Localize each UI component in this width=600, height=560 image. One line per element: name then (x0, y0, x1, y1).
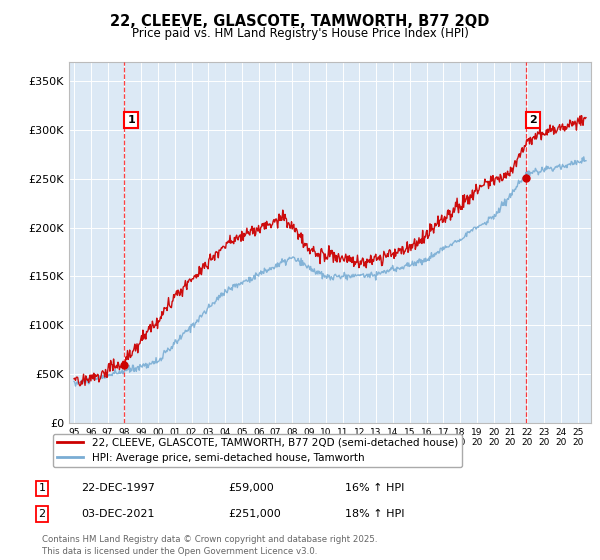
Text: 22-DEC-1997: 22-DEC-1997 (81, 483, 155, 493)
Text: £59,000: £59,000 (228, 483, 274, 493)
Text: 2: 2 (529, 115, 537, 125)
Text: 2: 2 (38, 509, 46, 519)
Text: 1: 1 (38, 483, 46, 493)
Text: Price paid vs. HM Land Registry's House Price Index (HPI): Price paid vs. HM Land Registry's House … (131, 27, 469, 40)
Text: 22, CLEEVE, GLASCOTE, TAMWORTH, B77 2QD: 22, CLEEVE, GLASCOTE, TAMWORTH, B77 2QD (110, 14, 490, 29)
Text: 1: 1 (127, 115, 135, 125)
Text: 03-DEC-2021: 03-DEC-2021 (81, 509, 155, 519)
Text: £251,000: £251,000 (228, 509, 281, 519)
Text: Contains HM Land Registry data © Crown copyright and database right 2025.
This d: Contains HM Land Registry data © Crown c… (42, 535, 377, 556)
Text: 18% ↑ HPI: 18% ↑ HPI (345, 509, 404, 519)
Text: 16% ↑ HPI: 16% ↑ HPI (345, 483, 404, 493)
Legend: 22, CLEEVE, GLASCOTE, TAMWORTH, B77 2QD (semi-detached house), HPI: Average pric: 22, CLEEVE, GLASCOTE, TAMWORTH, B77 2QD … (53, 433, 462, 467)
